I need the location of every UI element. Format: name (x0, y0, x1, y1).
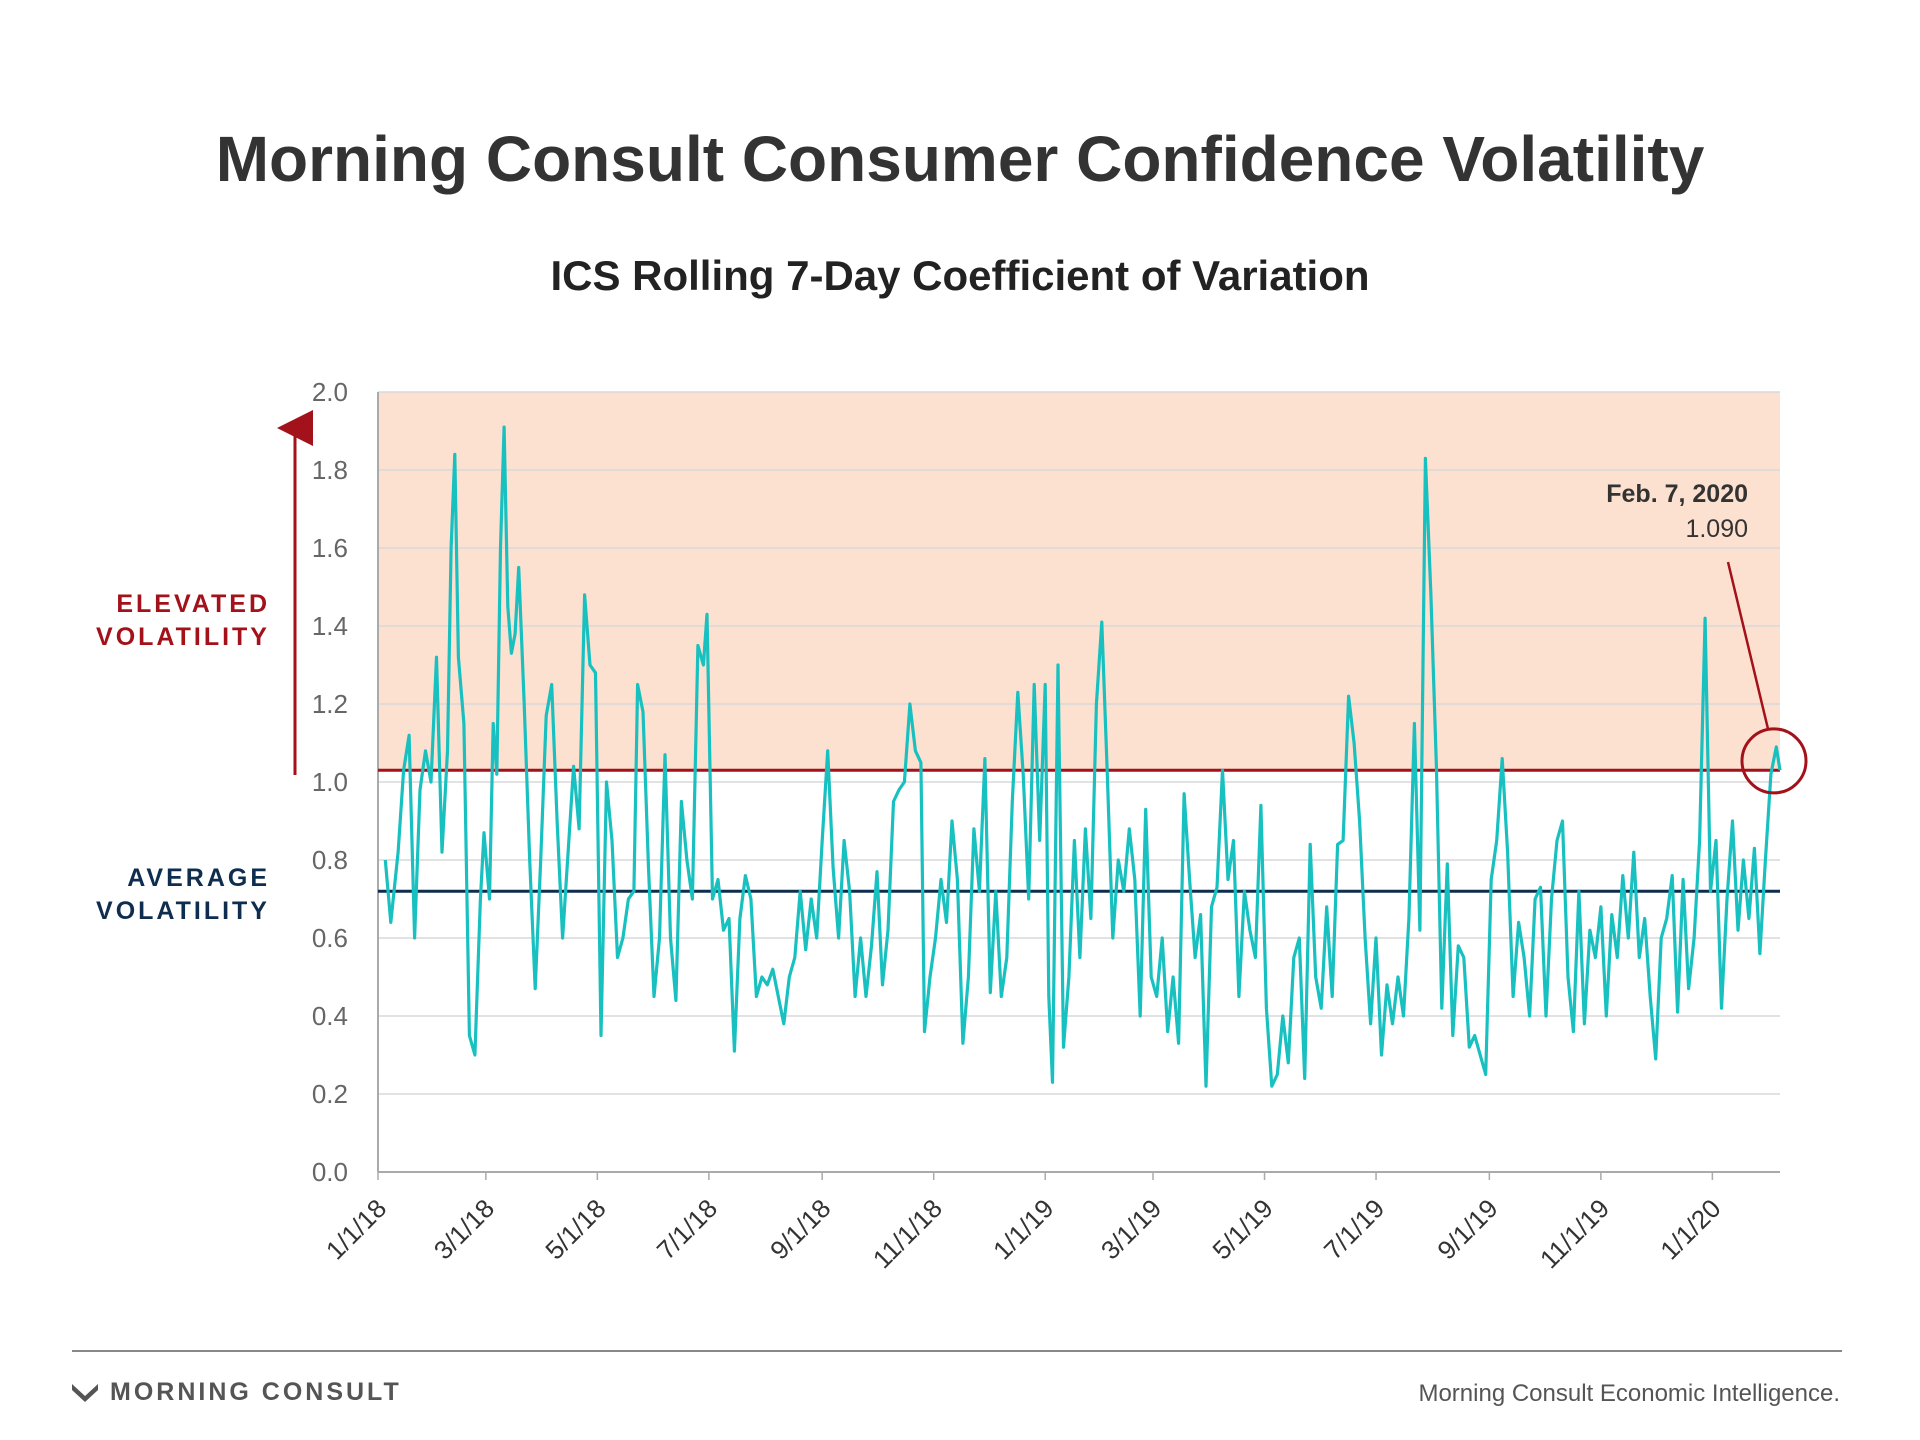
x-tick-label: 1/1/20 (1654, 1193, 1726, 1265)
morning-consult-logo-icon (72, 1383, 98, 1402)
y-tick-label: 1.8 (312, 455, 348, 485)
y-tick-label: 2.0 (312, 377, 348, 407)
elevated-zone (378, 392, 1780, 771)
x-tick-label: 7/1/18 (651, 1193, 723, 1265)
x-tick-label: 3/1/18 (428, 1193, 500, 1265)
elevated-label-line1: ELEVATED (116, 590, 270, 618)
average-label-line2: VOLATILITY (96, 897, 270, 925)
average-volatility-label: AVERAGE VOLATILITY (60, 862, 270, 928)
x-tick-label: 3/1/19 (1095, 1193, 1167, 1265)
y-tick-label: 1.0 (312, 767, 348, 797)
latest-value-annotation: Feb. 7, 2020 1.090 (1606, 480, 1748, 544)
footer-divider (72, 1350, 1842, 1352)
annotation-circle (1740, 727, 1808, 795)
elevated-label-line2: VOLATILITY (96, 623, 270, 651)
x-tick-label: 9/1/19 (1431, 1193, 1503, 1265)
y-tick-label: 0.0 (312, 1157, 348, 1187)
y-tick-label: 1.6 (312, 533, 348, 563)
chart-title: Morning Consult Consumer Confidence Vola… (215, 123, 1705, 195)
x-tick-label: 5/1/19 (1206, 1193, 1278, 1265)
y-tick-label: 1.4 (312, 611, 348, 641)
footer-logo: MORNING CONSULT (70, 1378, 402, 1407)
y-tick-label: 0.4 (312, 1001, 348, 1031)
x-tick-label: 1/1/19 (987, 1193, 1059, 1265)
y-tick-label: 0.6 (312, 923, 348, 953)
footer-source: Morning Consult Economic Intelligence. (1418, 1380, 1840, 1407)
annotation-pointer (1726, 561, 1770, 730)
annotation-value: 1.090 (1685, 515, 1748, 543)
x-tick-label: 9/1/18 (764, 1193, 836, 1265)
elevated-volatility-label: ELEVATED VOLATILITY (60, 588, 270, 654)
x-tick-label: 1/1/18 (320, 1193, 392, 1265)
x-tick-label: 11/1/18 (867, 1193, 948, 1274)
chart-subtitle: ICS Rolling 7-Day Coefficient of Variati… (550, 252, 1370, 299)
average-label-line1: AVERAGE (127, 864, 270, 892)
logo-text: MORNING CONSULT (110, 1378, 402, 1406)
series-line (383, 425, 1782, 1088)
x-tick-label: 7/1/19 (1318, 1193, 1390, 1265)
y-tick-label: 1.2 (312, 689, 348, 719)
y-tick-label: 0.2 (312, 1079, 348, 1109)
x-tick-label: 11/1/19 (1534, 1193, 1615, 1274)
annotation-date: Feb. 7, 2020 (1606, 480, 1748, 508)
x-tick-label: 5/1/18 (539, 1193, 611, 1265)
y-tick-label: 0.8 (312, 845, 348, 875)
